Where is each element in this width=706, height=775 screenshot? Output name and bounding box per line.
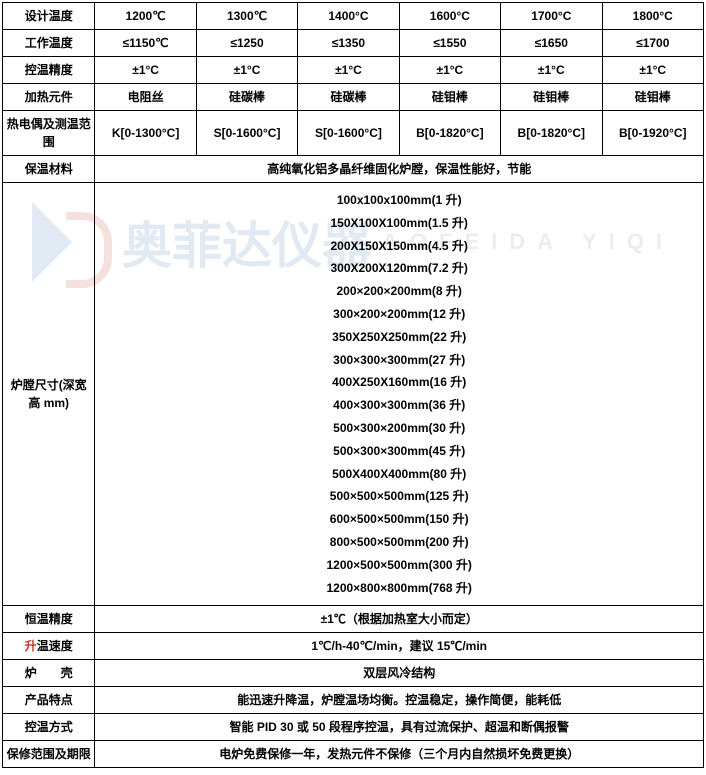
size-option: 500×300×200mm(30 升) xyxy=(97,417,701,440)
cell: 1200℃ xyxy=(95,3,196,30)
row-shell: 炉 壳 双层风冷结构 xyxy=(3,660,704,687)
cell-insulation: 高纯氧化铝多晶纤维固化炉膛，保温性能好，节能 xyxy=(95,156,704,183)
row-thermocouple: 热电偶及测温范围 K[0-1300°C] S[0-1600°C] S[0-160… xyxy=(3,111,704,156)
cell: 硅碳棒 xyxy=(298,84,399,111)
cell: K[0-1300°C] xyxy=(95,111,196,156)
spec-table: 设计温度 1200℃ 1300℃ 1400°C 1600°C 1700°C 18… xyxy=(2,2,704,768)
cell: 硅钼棒 xyxy=(399,84,500,111)
row-warranty: 保修范围及期限 电炉免费保修一年，发热元件不保修（三个月内自然损坏免费更换） xyxy=(3,741,704,768)
row-work-temp: 工作温度 ≤1150℃ ≤1250 ≤1350 ≤1550 ≤1650 ≤170… xyxy=(3,30,704,57)
size-option: 400×300×300mm(36 升) xyxy=(97,394,701,417)
cell: 1300℃ xyxy=(196,3,297,30)
size-option: 800×500×500mm(200 升) xyxy=(97,531,701,554)
cell: ±1°C xyxy=(298,57,399,84)
cell: 智能 PID 30 或 50 段程序控温，具有过流保护、超温和断偶报警 xyxy=(95,714,704,741)
size-option: 600×500×500mm(150 升) xyxy=(97,508,701,531)
label-design-temp: 设计温度 xyxy=(3,3,95,30)
cell: 电阻丝 xyxy=(95,84,196,111)
size-option: 300×200×200mm(12 升) xyxy=(97,303,701,326)
cell: 1700°C xyxy=(501,3,602,30)
label-text: 温速度 xyxy=(37,639,73,653)
row-heating-rate: 升温速度 1℃/h-40℃/min，建议 15℃/min xyxy=(3,633,704,660)
cell: 1600°C xyxy=(399,3,500,30)
cell: ≤1650 xyxy=(501,30,602,57)
row-features: 产品特点 能迅速升降温，炉膛温场均衡。控温稳定，操作简便，能耗低 xyxy=(3,687,704,714)
label-thermocouple: 热电偶及测温范围 xyxy=(3,111,95,156)
cell: ≤1150℃ xyxy=(95,30,196,57)
cell: ±1°C xyxy=(196,57,297,84)
cell: ≤1700 xyxy=(602,30,704,57)
row-insulation: 保温材料 高纯氧化铝多晶纤维固化炉膛，保温性能好，节能 xyxy=(3,156,704,183)
label-heating-rate: 升温速度 xyxy=(3,633,95,660)
label-insulation: 保温材料 xyxy=(3,156,95,183)
size-option: 500×500×500mm(125 升) xyxy=(97,485,701,508)
cell: ±1℃（根据加热室大小而定） xyxy=(95,606,704,633)
cell: 硅钼棒 xyxy=(602,84,704,111)
cell: ±1°C xyxy=(95,57,196,84)
cell: 1400°C xyxy=(298,3,399,30)
cell: ≤1350 xyxy=(298,30,399,57)
cell: B[0-1820°C] xyxy=(501,111,602,156)
size-option: 1200×800×800mm(768 升) xyxy=(97,577,701,600)
cell: ≤1550 xyxy=(399,30,500,57)
cell: ≤1250 xyxy=(196,30,297,57)
cell: 硅钼棒 xyxy=(501,84,602,111)
size-option: 350X250X250mm(22 升) xyxy=(97,326,701,349)
cell: 能迅速升降温，炉膛温场均衡。控温稳定，操作简便，能耗低 xyxy=(95,687,704,714)
size-option: 400X250X160mm(16 升) xyxy=(97,371,701,394)
size-option: 500X400X400mm(80 升) xyxy=(97,463,701,486)
cell: 1℃/h-40℃/min，建议 15℃/min xyxy=(95,633,704,660)
size-option: 100x100x100mm(1 升) xyxy=(97,189,701,212)
label-work-temp: 工作温度 xyxy=(3,30,95,57)
cell: 双层风冷结构 xyxy=(95,660,704,687)
cell: ±1°C xyxy=(602,57,704,84)
cell: S[0-1600°C] xyxy=(196,111,297,156)
size-option: 300×300×300mm(27 升) xyxy=(97,349,701,372)
label-shell: 炉 壳 xyxy=(3,660,95,687)
size-option: 200X150X150mm(4.5 升) xyxy=(97,235,701,258)
row-control-accuracy: 控温精度 ±1°C ±1°C ±1°C ±1°C ±1°C ±1°C xyxy=(3,57,704,84)
accent-char: 升 xyxy=(25,639,37,653)
row-heating-element: 加热元件 电阻丝 硅碳棒 硅碳棒 硅钼棒 硅钼棒 硅钼棒 xyxy=(3,84,704,111)
row-const-temp-accuracy: 恒温精度 ±1℃（根据加热室大小而定） xyxy=(3,606,704,633)
label-control-accuracy: 控温精度 xyxy=(3,57,95,84)
size-option: 300X200X120mm(7.2 升) xyxy=(97,257,701,280)
cell: B[0-1820°C] xyxy=(399,111,500,156)
label-chamber-size: 炉膛尺寸(深宽高 mm) xyxy=(3,183,95,606)
cell: 硅碳棒 xyxy=(196,84,297,111)
cell: B[0-1920°C] xyxy=(602,111,704,156)
size-option: 1200×500×500mm(300 升) xyxy=(97,554,701,577)
label-features: 产品特点 xyxy=(3,687,95,714)
size-option: 500×300×300mm(45 升) xyxy=(97,440,701,463)
cell: S[0-1600°C] xyxy=(298,111,399,156)
label-heating-element: 加热元件 xyxy=(3,84,95,111)
label-warranty: 保修范围及期限 xyxy=(3,741,95,768)
cell: 1800°C xyxy=(602,3,704,30)
label-control-mode: 控温方式 xyxy=(3,714,95,741)
size-option: 200×200×200mm(8 升) xyxy=(97,280,701,303)
cell-chamber-sizes: 100x100x100mm(1 升)150X100X100mm(1.5 升)20… xyxy=(95,183,704,606)
row-control-mode: 控温方式 智能 PID 30 或 50 段程序控温，具有过流保护、超温和断偶报警 xyxy=(3,714,704,741)
size-option: 150X100X100mm(1.5 升) xyxy=(97,212,701,235)
row-chamber-size: 炉膛尺寸(深宽高 mm) 100x100x100mm(1 升)150X100X1… xyxy=(3,183,704,606)
row-design-temp: 设计温度 1200℃ 1300℃ 1400°C 1600°C 1700°C 18… xyxy=(3,3,704,30)
cell: ±1°C xyxy=(501,57,602,84)
cell: ±1°C xyxy=(399,57,500,84)
cell: 电炉免费保修一年，发热元件不保修（三个月内自然损坏免费更换） xyxy=(95,741,704,768)
label-const-temp-accuracy: 恒温精度 xyxy=(3,606,95,633)
